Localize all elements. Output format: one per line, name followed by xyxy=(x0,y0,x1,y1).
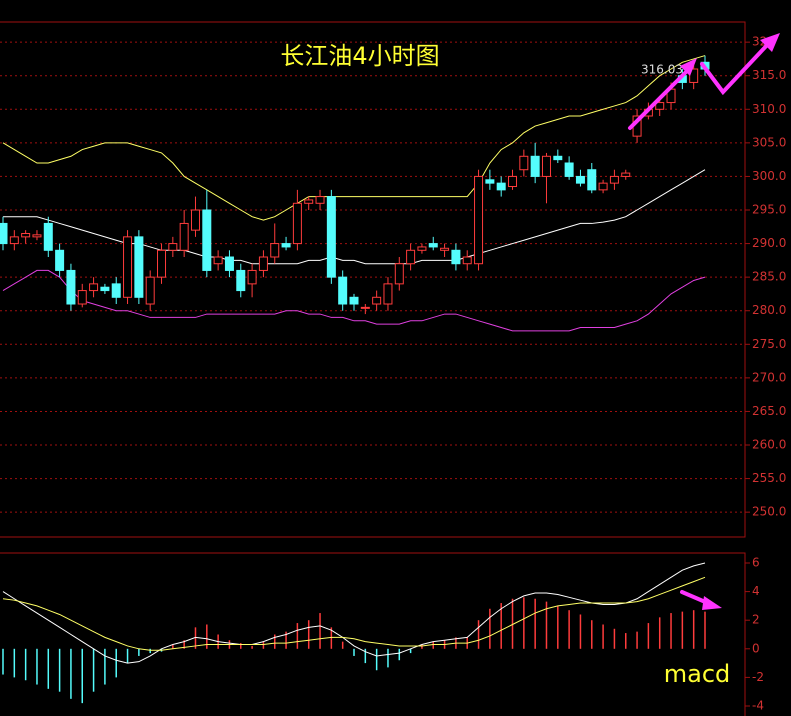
candle-body xyxy=(338,276,348,305)
candle-body xyxy=(32,234,42,238)
arrow-head xyxy=(680,58,697,76)
y-tick-label: 275.0 xyxy=(752,337,786,351)
candle-body xyxy=(609,175,619,184)
candle-body xyxy=(541,155,551,177)
candle-body xyxy=(553,155,563,161)
candle-body xyxy=(190,209,200,231)
candle-body xyxy=(621,172,631,177)
candle-body xyxy=(564,162,574,177)
arrow xyxy=(628,66,692,130)
macd-panel-border xyxy=(0,552,746,716)
plot-layer: 250.0 255.0 260.0 265.0 270.0 275.0 280.0 285.0… xyxy=(0,35,786,712)
y-tick-label: 250.0 xyxy=(752,505,786,519)
candle-body xyxy=(66,269,76,305)
y-tick-label: 260.0 xyxy=(752,438,786,452)
candle-body xyxy=(9,236,19,245)
trend-arrows xyxy=(628,33,780,610)
candle-body xyxy=(145,276,155,305)
candle-body xyxy=(655,102,665,110)
indicator-line xyxy=(2,55,706,221)
candle-body xyxy=(462,256,472,265)
candle-body xyxy=(428,243,438,248)
candle-body xyxy=(134,236,144,298)
y-tick-label: 255.0 xyxy=(752,471,786,485)
candle-body xyxy=(43,222,53,251)
candle-body xyxy=(587,169,597,191)
candle-body xyxy=(496,182,506,191)
candle-body xyxy=(100,286,110,292)
candle-body xyxy=(21,233,31,238)
candle-body xyxy=(77,290,87,305)
candle-body xyxy=(292,202,302,245)
candle-body xyxy=(519,155,529,171)
candle-body xyxy=(111,283,121,298)
candle-body xyxy=(394,263,404,285)
candle-body xyxy=(530,155,540,177)
candle-body xyxy=(123,236,133,298)
candle-body xyxy=(689,68,699,83)
candle-body xyxy=(258,256,268,271)
y-tick-label: 270.0 xyxy=(752,370,786,384)
y-tick-label: -4 xyxy=(752,698,764,712)
candle-body xyxy=(304,199,314,204)
y-tick-label: 310.0 xyxy=(752,102,786,116)
y-tick-label: 305.0 xyxy=(752,135,786,149)
y-tick-label: 2 xyxy=(752,613,760,627)
candle-body xyxy=(179,222,189,251)
candle-body xyxy=(202,209,212,271)
candle-body xyxy=(0,222,8,245)
y-tick-label: 290.0 xyxy=(752,236,786,250)
arrow xyxy=(700,40,772,96)
y-tick-label: 285.0 xyxy=(752,270,786,284)
candle-body xyxy=(485,179,495,184)
candle-body xyxy=(326,196,336,278)
candle-body xyxy=(474,175,484,265)
arrow-head xyxy=(760,33,780,52)
candle-body xyxy=(224,256,234,271)
y-tick-label: 4 xyxy=(752,584,760,598)
candle-body xyxy=(247,269,257,285)
candle-body xyxy=(451,249,461,265)
indicator-line xyxy=(2,269,706,332)
y-tick-label: 6 xyxy=(752,556,760,570)
indicator-line xyxy=(2,576,706,651)
price-annotation: 316.03 xyxy=(641,63,683,77)
candle-body xyxy=(349,296,359,305)
candle-body xyxy=(213,256,223,265)
candle-body xyxy=(372,296,382,305)
candle-body xyxy=(55,249,65,271)
y-tick-label: 0 xyxy=(752,641,760,655)
candle-body xyxy=(406,249,416,265)
candle-body xyxy=(157,249,167,278)
candle-body xyxy=(598,182,608,191)
y-tick-label: 300.0 xyxy=(752,169,786,183)
candle-body xyxy=(440,247,450,251)
indicator-line xyxy=(2,562,706,664)
candle-body xyxy=(315,196,325,204)
candle-body xyxy=(360,306,370,309)
price-panel-border xyxy=(0,21,746,538)
candle-body xyxy=(236,269,246,292)
y-tick-label: -2 xyxy=(752,670,764,684)
candle-body xyxy=(417,246,427,251)
macd-label: macd xyxy=(664,660,731,688)
candle-body xyxy=(168,243,178,251)
indicator-line xyxy=(3,169,706,265)
arrow-head xyxy=(702,596,722,610)
y-tick-label: 315.0 xyxy=(752,68,786,82)
candle-body xyxy=(270,243,280,258)
candle-body xyxy=(281,243,291,248)
y-tick-label: 295.0 xyxy=(752,203,786,217)
candle-body xyxy=(383,283,393,305)
chart-title: 长江油4小时图 xyxy=(280,42,439,70)
y-tick-label: 280.0 xyxy=(752,303,786,317)
candle-body xyxy=(508,175,518,188)
candle-body xyxy=(575,175,585,184)
candle-body xyxy=(89,283,99,292)
y-tick-label: 265.0 xyxy=(752,404,786,418)
